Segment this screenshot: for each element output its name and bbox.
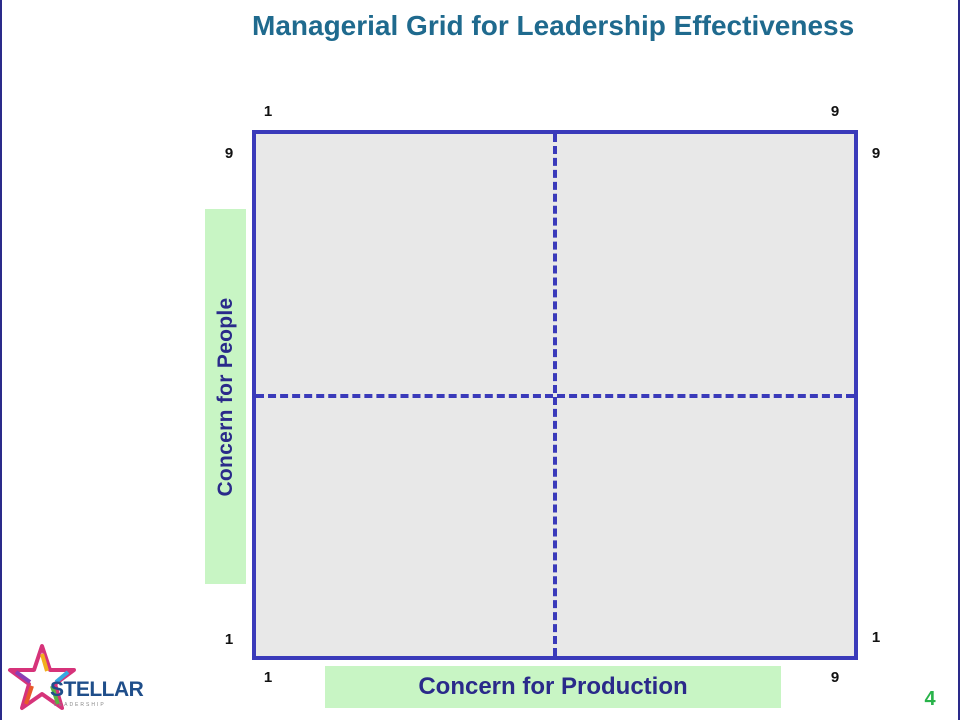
stellar-logo: STELLAR LEADERSHIP bbox=[6, 640, 144, 716]
bottom-right-x-tick: 9 bbox=[830, 669, 840, 686]
left-top-y-tick: 9 bbox=[224, 145, 234, 162]
slide-title: Managerial Grid for Leadership Effective… bbox=[252, 10, 855, 41]
right-top-y-tick: 9 bbox=[871, 145, 881, 162]
left-bottom-y-tick: 1 bbox=[224, 631, 234, 648]
horizontal-dashed-divider bbox=[256, 394, 854, 398]
page-number: 4 bbox=[924, 688, 936, 710]
star-logo-icon bbox=[8, 644, 76, 710]
right-bottom-y-tick: 1 bbox=[871, 629, 881, 646]
slide-frame-left bbox=[0, 0, 2, 720]
bottom-left-x-tick: 1 bbox=[263, 669, 273, 686]
logo-subtitle: LEADERSHIP bbox=[54, 702, 106, 708]
top-left-x-tick: 1 bbox=[263, 103, 273, 120]
y-axis-label: Concern for People bbox=[213, 296, 237, 497]
top-right-x-tick: 9 bbox=[830, 103, 840, 120]
slide-frame-right bbox=[958, 0, 960, 720]
y-axis-label-box: Concern for People bbox=[205, 209, 246, 584]
x-axis-label: Concern for Production bbox=[418, 673, 688, 700]
x-axis-label-box: Concern for Production bbox=[325, 666, 781, 708]
logo-wordmark: STELLAR bbox=[50, 678, 144, 701]
